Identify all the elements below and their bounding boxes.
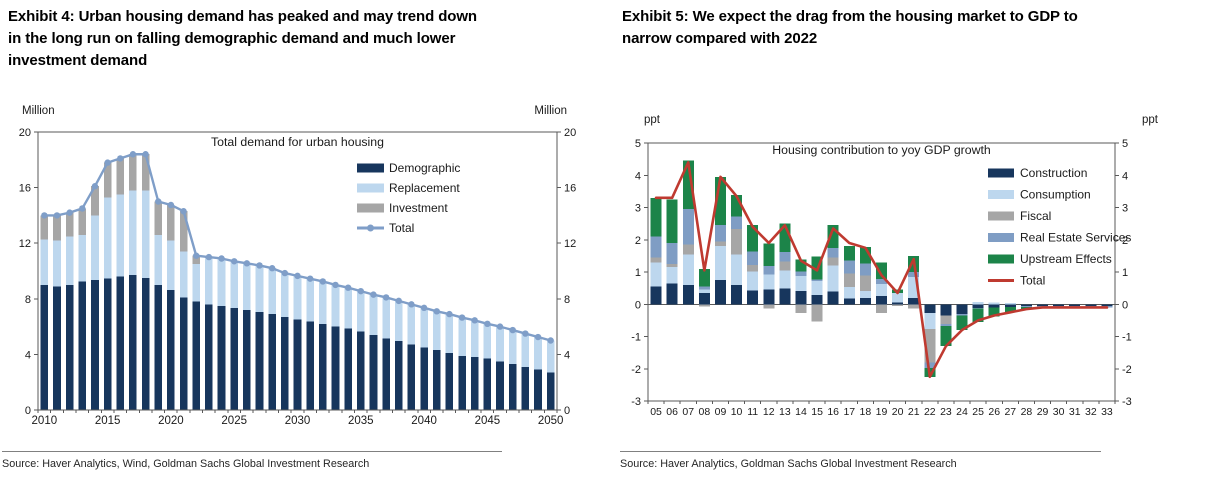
- exhibit4-title: Exhibit 4: Urban housing demand has peak…: [8, 6, 568, 72]
- svg-text:Housing contribution to yoy GD: Housing contribution to yoy GDP growth: [772, 143, 991, 157]
- exhibit5-title-line2: narrow compared with 2022: [622, 30, 818, 47]
- svg-text:3: 3: [635, 203, 641, 215]
- svg-text:4: 4: [635, 170, 641, 182]
- svg-text:31: 31: [1069, 406, 1081, 418]
- svg-text:-2: -2: [1122, 364, 1132, 376]
- svg-text:Total demand for urban housing: Total demand for urban housing: [211, 135, 384, 149]
- svg-text:16: 16: [564, 183, 576, 195]
- svg-text:4: 4: [1122, 170, 1128, 182]
- svg-text:-1: -1: [1122, 332, 1132, 344]
- svg-text:1: 1: [635, 267, 641, 279]
- divider: [2, 451, 502, 452]
- svg-text:ppt: ppt: [1142, 114, 1159, 126]
- svg-text:23: 23: [940, 406, 952, 418]
- exhibit4-title-line1: Exhibit 4: Urban housing demand has peak…: [8, 8, 477, 25]
- source-note: Source: Haver Analytics, Wind, Goldman S…: [2, 458, 370, 470]
- svg-text:07: 07: [682, 406, 694, 418]
- svg-text:Investment: Investment: [389, 201, 448, 215]
- svg-text:5: 5: [635, 138, 641, 150]
- svg-text:24: 24: [956, 406, 968, 418]
- svg-text:15: 15: [811, 406, 823, 418]
- svg-text:09: 09: [715, 406, 727, 418]
- svg-text:8: 8: [25, 294, 31, 306]
- svg-text:2040: 2040: [411, 415, 437, 427]
- svg-text:0: 0: [1122, 299, 1128, 311]
- svg-text:11: 11: [747, 406, 758, 418]
- svg-text:4: 4: [25, 349, 31, 361]
- svg-text:-3: -3: [631, 396, 641, 408]
- svg-text:16: 16: [19, 183, 31, 195]
- svg-text:Fiscal: Fiscal: [1020, 209, 1051, 223]
- svg-text:27: 27: [1004, 406, 1016, 418]
- divider: [620, 451, 1101, 452]
- svg-text:5: 5: [1122, 138, 1128, 150]
- svg-text:2030: 2030: [285, 415, 311, 427]
- svg-text:32: 32: [1085, 406, 1097, 418]
- svg-text:22: 22: [924, 406, 936, 418]
- svg-text:12: 12: [19, 238, 31, 250]
- svg-text:ppt: ppt: [644, 114, 661, 126]
- svg-text:10: 10: [731, 406, 743, 418]
- svg-text:Consumption: Consumption: [1020, 188, 1091, 202]
- svg-text:2045: 2045: [475, 415, 501, 427]
- svg-text:19: 19: [876, 406, 888, 418]
- svg-text:28: 28: [1021, 406, 1033, 418]
- svg-text:16: 16: [827, 406, 839, 418]
- svg-text:17: 17: [843, 406, 855, 418]
- svg-text:26: 26: [988, 406, 1000, 418]
- svg-text:3: 3: [1122, 203, 1128, 215]
- svg-text:Replacement: Replacement: [389, 181, 460, 195]
- svg-text:2: 2: [635, 235, 641, 247]
- svg-text:08: 08: [699, 406, 711, 418]
- svg-text:Total: Total: [389, 221, 414, 235]
- svg-text:06: 06: [666, 406, 678, 418]
- svg-text:Real Estate Services: Real Estate Services: [1020, 231, 1131, 245]
- svg-text:1: 1: [1122, 267, 1128, 279]
- svg-text:-3: -3: [1122, 396, 1132, 408]
- svg-text:-1: -1: [631, 332, 641, 344]
- svg-text:18: 18: [860, 406, 872, 418]
- svg-text:Upstream Effects: Upstream Effects: [1020, 252, 1112, 266]
- exhibit5-title-line1: Exhibit 5: We expect the drag from the h…: [622, 8, 1078, 25]
- svg-text:30: 30: [1053, 406, 1065, 418]
- svg-text:29: 29: [1037, 406, 1049, 418]
- svg-text:12: 12: [763, 406, 775, 418]
- svg-text:2015: 2015: [95, 415, 121, 427]
- svg-text:8: 8: [564, 294, 570, 306]
- housing-gdp-contribution-chart: ppt ppt-3 -3-2 -2-1 -10 01 12 23 34 45 505 06 07 08 09…: [631, 114, 1159, 418]
- svg-text:-2: -2: [631, 364, 641, 376]
- svg-text:Total: Total: [1020, 274, 1045, 288]
- svg-text:13: 13: [779, 406, 791, 418]
- exhibit4-title-line2: in the long run on falling demographic d…: [8, 30, 456, 47]
- svg-text:Demographic: Demographic: [389, 161, 460, 175]
- svg-text:2020: 2020: [158, 415, 184, 427]
- svg-text:2035: 2035: [348, 415, 374, 427]
- svg-text:Million: Million: [22, 105, 55, 117]
- svg-text:2: 2: [1122, 235, 1128, 247]
- svg-text:14: 14: [795, 406, 807, 418]
- svg-text:12: 12: [564, 238, 576, 250]
- svg-text:0: 0: [635, 299, 641, 311]
- exhibit5-title: Exhibit 5: We expect the drag from the h…: [622, 6, 1204, 50]
- svg-text:20: 20: [892, 406, 904, 418]
- svg-text:Million: Million: [534, 105, 567, 117]
- svg-text:2050: 2050: [538, 415, 564, 427]
- svg-text:20: 20: [564, 127, 576, 139]
- svg-text:20: 20: [19, 127, 31, 139]
- svg-text:2025: 2025: [221, 415, 247, 427]
- source-note: Source: Haver Analytics, Goldman Sachs G…: [620, 458, 957, 470]
- svg-text:33: 33: [1101, 406, 1113, 418]
- svg-text:0: 0: [25, 405, 31, 417]
- svg-text:25: 25: [972, 406, 984, 418]
- svg-text:4: 4: [564, 349, 570, 361]
- svg-text:Construction: Construction: [1020, 166, 1087, 180]
- exhibit4-title-line3: investment demand: [8, 52, 148, 69]
- svg-text:2010: 2010: [32, 415, 58, 427]
- svg-text:0: 0: [564, 405, 570, 417]
- svg-text:05: 05: [650, 406, 662, 418]
- svg-text:21: 21: [908, 406, 920, 418]
